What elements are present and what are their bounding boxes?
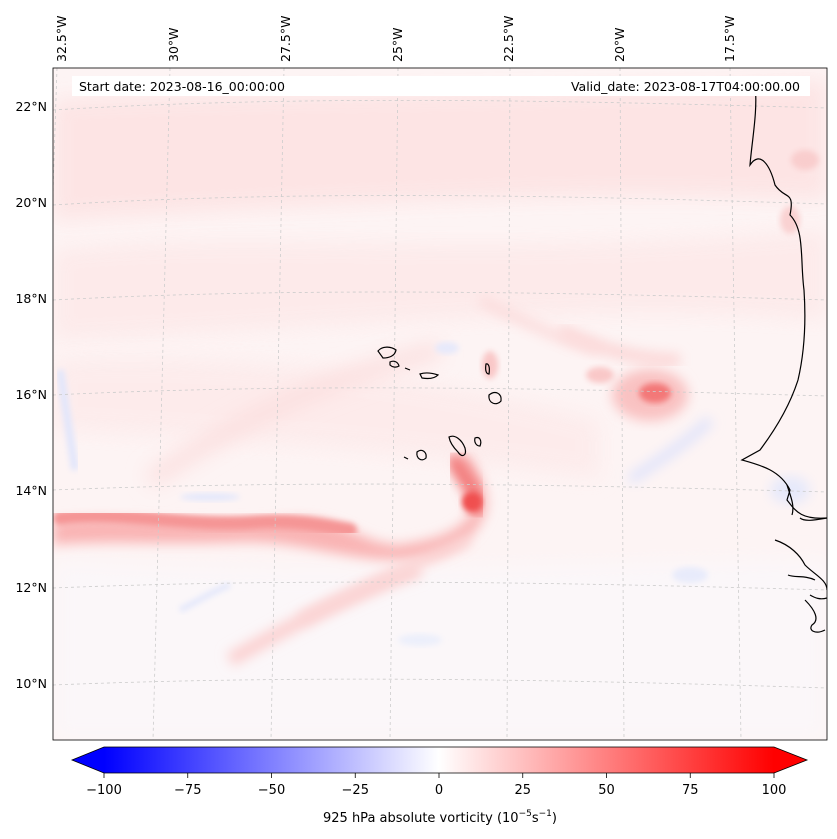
island-brava (403, 456, 409, 460)
lon-label: 22.5°W (501, 16, 516, 62)
coastline (377, 84, 827, 633)
lon-label: 27.5°W (278, 16, 293, 62)
valid-date: Valid_date: 2023-08-17T04:00:00.00 (571, 79, 800, 94)
gridlines (53, 68, 827, 740)
colorbar-ticks: −100 −75 −50 −25 0 25 50 75 100 (86, 773, 786, 798)
lat-label: 10°N (15, 676, 47, 691)
lon-label: 30°W (166, 27, 181, 62)
lat-label: 18°N (15, 291, 47, 306)
lon-label: 25°W (390, 27, 405, 62)
island-maio (474, 436, 482, 447)
colorbar-tick-label: −100 (86, 783, 122, 798)
latitude-labels: 22°N 20°N 18°N 16°N 14°N 12°N 10°N (15, 99, 47, 691)
map-panel[interactable] (35, 67, 828, 741)
island-sao-nicolau (419, 372, 440, 380)
lat-label: 16°N (15, 387, 47, 402)
colorbar-tick-label: 50 (598, 783, 615, 798)
island-sal (485, 363, 490, 375)
date-banner (72, 76, 810, 96)
colorbar-tick-label: 25 (514, 783, 531, 798)
vorticity-field (53, 68, 827, 740)
colorbar-tick-label: 0 (435, 783, 443, 798)
lat-label: 20°N (15, 195, 47, 210)
colorbar-caption: 925 hPa absolute vorticity (10−5s−1) (323, 809, 557, 826)
island-santiago (448, 435, 467, 457)
lat-label: 12°N (15, 580, 47, 595)
colorbar-tick-label: −75 (174, 783, 201, 798)
map-frame (52, 67, 828, 741)
colorbar-tick-label: −50 (258, 783, 285, 798)
island-sao-vicente (389, 360, 400, 368)
lat-label: 14°N (15, 483, 47, 498)
colorbar-max-arrow (774, 747, 807, 773)
colorbar-gradient (104, 747, 774, 773)
senegal-coast (786, 484, 827, 600)
island-fogo (416, 449, 427, 461)
lat-label: 22°N (15, 99, 47, 114)
lon-label: 17.5°W (722, 16, 737, 62)
start-date: Start date: 2023-08-16_00:00:00 (79, 79, 285, 94)
island-santa-luzia (404, 367, 411, 371)
lon-label: 20°W (612, 27, 627, 62)
colorbar-min-arrow (72, 747, 104, 773)
africa-coastline (740, 84, 827, 633)
colorbar: −100 −75 −50 −25 0 25 50 75 100 925 hPa absolute… (70, 746, 809, 826)
island-santo-antao (377, 346, 397, 359)
island-boa-vista (488, 391, 502, 405)
colorbar-tick-label: 75 (682, 783, 699, 798)
longitude-labels: 32.5°W 30°W 27.5°W 25°W 22.5°W 20°W 17.5… (54, 16, 737, 62)
colorbar-tick-label: 100 (762, 783, 787, 798)
lon-label: 32.5°W (54, 16, 69, 62)
colorbar-tick-label: −25 (342, 783, 369, 798)
